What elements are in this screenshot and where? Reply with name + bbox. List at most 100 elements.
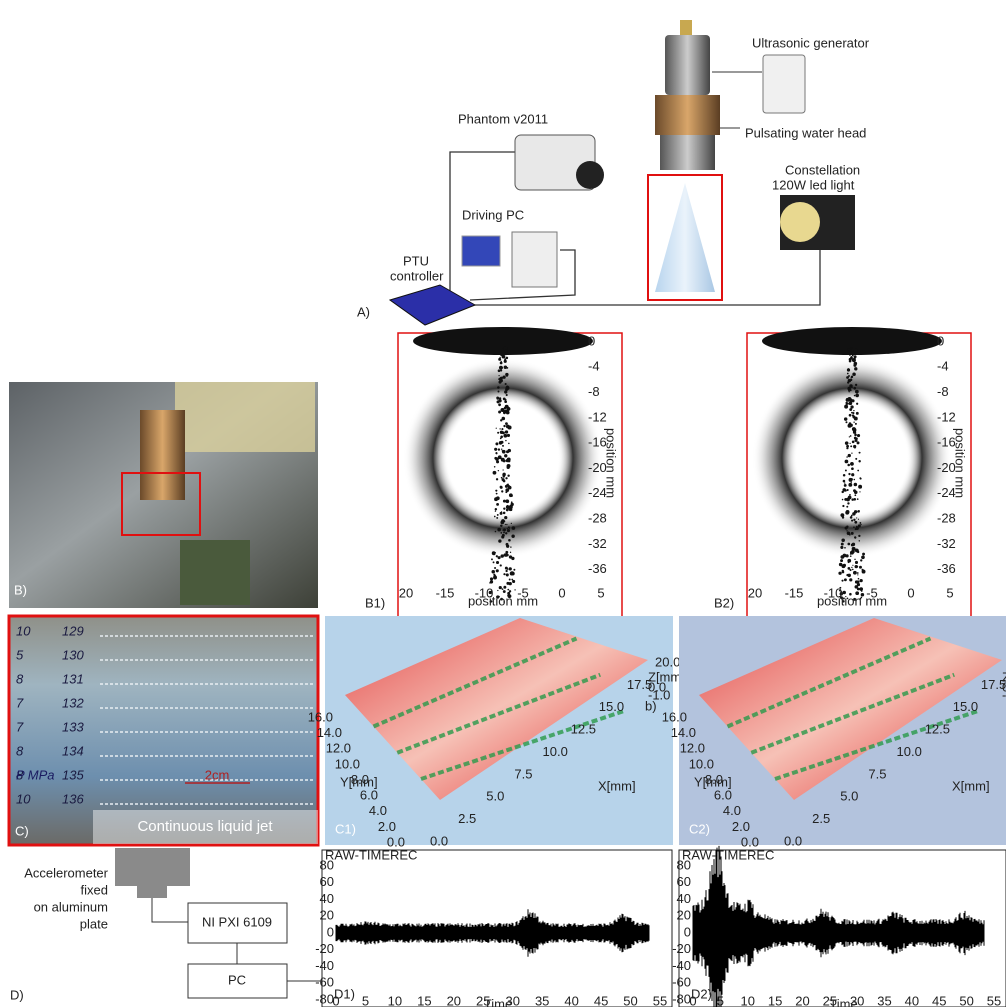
droplet [498, 448, 500, 450]
x-tick-label: 5 [362, 993, 369, 1007]
note: b) [645, 698, 657, 713]
label: Pulsating water head [745, 125, 866, 140]
droplet [849, 494, 851, 496]
panel-label: C1) [335, 821, 356, 836]
droplet [506, 509, 509, 512]
droplet [846, 506, 848, 508]
droplet [503, 473, 506, 476]
droplet [506, 499, 510, 503]
droplet [491, 558, 493, 560]
droplet [505, 440, 506, 441]
droplet [503, 480, 506, 483]
handwritten-number: 135 [62, 767, 84, 782]
droplet [503, 425, 505, 427]
droplet [505, 551, 508, 554]
y-tick-label: -32 [588, 536, 607, 551]
y-tick-label: 4.0 [723, 803, 741, 818]
droplet [845, 441, 849, 445]
handwritten-number: 132 [62, 695, 84, 710]
droplet [856, 412, 859, 415]
handwritten-number: 130 [62, 647, 84, 662]
droplet [509, 582, 512, 585]
droplet [505, 349, 508, 352]
signal-panel: RAW-TIMEREC806040200-20-40-60-8005101520… [315, 847, 672, 1007]
droplet [848, 375, 850, 377]
droplet [506, 573, 509, 576]
handwritten-number: 7 [16, 719, 24, 734]
droplet [500, 431, 503, 434]
y-axis-label: Y[mm] [694, 774, 732, 789]
droplet [844, 405, 848, 409]
droplet [850, 378, 853, 381]
droplet [512, 580, 515, 583]
droplet [854, 434, 857, 437]
droplet [500, 512, 503, 515]
droplet [852, 355, 854, 357]
droplet [496, 460, 499, 463]
droplet [857, 498, 859, 500]
droplet [842, 505, 844, 507]
droplet [849, 534, 851, 536]
droplet [840, 555, 844, 559]
droplet [496, 503, 499, 506]
handwritten-number: 7 [16, 695, 24, 710]
droplet [507, 434, 510, 437]
droplet [502, 445, 504, 447]
droplet [855, 384, 857, 386]
x-tick-label: 0 [558, 585, 565, 600]
droplet [844, 484, 847, 487]
droplet [507, 475, 509, 477]
droplet [848, 473, 850, 475]
droplet [502, 355, 506, 359]
droplet [860, 478, 862, 480]
handwritten-number: 10 [16, 623, 31, 638]
droplet [505, 383, 507, 385]
droplet [495, 442, 498, 445]
droplet [851, 567, 852, 568]
y-tick-label: 6.0 [360, 788, 378, 803]
droplet [497, 400, 500, 403]
droplet [841, 543, 844, 546]
y-tick-label: -12 [937, 409, 956, 424]
panel-label: C) [15, 823, 29, 838]
droplet [851, 544, 854, 547]
droplet [850, 435, 852, 437]
droplet [859, 540, 860, 541]
droplet [857, 434, 860, 437]
droplet [503, 507, 505, 509]
droplet [855, 561, 858, 564]
droplet [855, 394, 859, 398]
x-tick-label: 10 [740, 993, 754, 1007]
x-tick-label: 5.0 [486, 789, 504, 804]
droplet [842, 516, 844, 518]
droplet [510, 568, 512, 570]
y-axis-label: position mm [953, 428, 968, 498]
z-tick-label: -1.0 [1002, 687, 1006, 702]
droplet [847, 502, 849, 504]
droplet [492, 571, 494, 573]
droplet [499, 586, 502, 589]
droplet [848, 424, 852, 428]
droplet [498, 556, 501, 559]
handwritten-label: P MPa [16, 767, 55, 782]
droplet [495, 511, 496, 512]
water-head [655, 95, 720, 135]
droplet [851, 412, 853, 414]
y-tick-label: 60 [320, 874, 334, 889]
droplet [513, 569, 515, 571]
x-tick-label: 15.0 [953, 699, 978, 714]
droplet [506, 524, 507, 525]
droplet [494, 516, 496, 518]
droplet [496, 396, 499, 399]
specimen-panel: Continuous liquid jet C) 101295130813171… [9, 616, 318, 845]
droplet [845, 460, 849, 464]
droplet [510, 546, 511, 547]
droplet [507, 529, 510, 532]
y-tick-label: -4 [588, 359, 600, 374]
setup-diagram: Ultrasonic generator Pulsating water hea… [357, 20, 870, 325]
x-tick-label: 12.5 [925, 722, 950, 737]
y-tick-label: -20 [672, 941, 691, 956]
droplet [860, 559, 862, 561]
droplet [841, 580, 843, 582]
y-tick-label: 16.0 [308, 709, 333, 724]
